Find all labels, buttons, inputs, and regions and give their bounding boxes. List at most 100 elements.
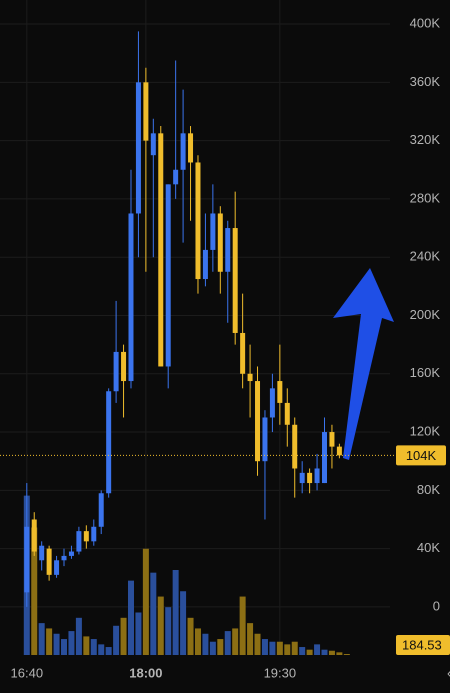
candle-body [262, 417, 268, 462]
volume-bar [75, 617, 82, 655]
last-price-label: 104K [406, 448, 437, 463]
trend-arrow [333, 268, 394, 460]
volume-bar [269, 641, 276, 655]
volume-bar [187, 617, 194, 655]
volume-bar [291, 641, 298, 655]
volume-bar [306, 649, 313, 655]
volume-bar [135, 612, 142, 655]
y-tick-label: 400K [410, 15, 441, 30]
candle-body [83, 531, 89, 542]
candle-body [121, 351, 127, 382]
candle-body [232, 228, 238, 333]
candle-body [180, 133, 186, 170]
volume-bar [261, 639, 268, 655]
candle-body [247, 373, 253, 382]
candle-body [202, 249, 208, 280]
volume-bar [105, 647, 112, 655]
candle-body [113, 351, 119, 392]
candle-body [336, 446, 342, 456]
scroll-icon[interactable]: ‹ [447, 665, 450, 680]
candle-body [277, 381, 283, 403]
candle-body [195, 162, 201, 280]
axes: 400K 360K 320K 280K 240K 200K 160K 120K 80K 40K 0 1… [0, 15, 450, 680]
x-tick-label: 16:40 [11, 665, 44, 680]
candle-body [31, 519, 37, 552]
volume-bar [38, 623, 45, 655]
candle-body [165, 184, 171, 367]
candle-body [158, 133, 164, 367]
volume-bar [217, 639, 224, 655]
candle-body [61, 555, 67, 561]
volume-bar [336, 652, 343, 655]
volume-bar [209, 641, 216, 655]
y-tick-label: 120K [410, 423, 441, 438]
candle-body [98, 493, 104, 527]
candle-body [135, 82, 141, 214]
candle-body [76, 531, 82, 552]
candle-body [54, 560, 60, 575]
candle-body [225, 228, 231, 272]
candle-body [188, 133, 194, 163]
candle-body [292, 424, 298, 469]
volume-bar [142, 548, 149, 655]
y-tick-label: 40K [417, 540, 440, 555]
volume-bar [314, 644, 321, 655]
last-price-pill [396, 445, 446, 466]
volume-bar [127, 580, 134, 655]
x-tick-label: 18:00 [129, 665, 162, 680]
volume-bar [328, 650, 335, 655]
candle-body [91, 526, 97, 542]
volume-bar [46, 628, 53, 655]
volume-bar [61, 639, 68, 655]
volume-bar [239, 596, 246, 655]
candle-body [314, 468, 320, 484]
volume-bar [321, 649, 328, 655]
candle-body [240, 332, 246, 374]
volume-bar [276, 641, 283, 655]
volume-bar [90, 639, 97, 655]
y-tick-label: 160K [410, 365, 441, 380]
volume-bar [150, 572, 157, 655]
volume-bar [299, 647, 306, 655]
y-tick-label: 80K [417, 482, 440, 497]
volume-bar [165, 607, 172, 655]
volume-bar [343, 654, 350, 655]
candle-body [68, 551, 74, 556]
y-tick-label: 320K [410, 132, 441, 147]
candle-body [299, 472, 305, 484]
volume-bar [68, 631, 75, 655]
candle-body [255, 381, 261, 462]
volume-bars [23, 495, 350, 655]
candle-body [307, 472, 313, 484]
candle-body [284, 402, 290, 425]
candle-body [217, 213, 223, 272]
y-tick-label: 200K [410, 307, 441, 322]
volume-bar [254, 633, 261, 655]
last-volume-pill [396, 635, 450, 655]
volume-bar [224, 631, 231, 655]
volume-bar [53, 633, 60, 655]
candle-body [128, 213, 134, 382]
volume-bar [83, 636, 90, 655]
volume-bar [194, 628, 201, 655]
volume-bar [232, 628, 239, 655]
candle-body [24, 526, 30, 593]
candle-body [322, 432, 328, 484]
candle-body [39, 545, 45, 561]
y-tick-label: 280K [410, 190, 441, 205]
volume-bar [120, 617, 127, 655]
candle-body [143, 82, 149, 141]
candles [24, 31, 350, 607]
candle-body [329, 432, 335, 447]
volume-bar [113, 625, 120, 655]
volume-bar [247, 623, 254, 655]
candle-body [210, 213, 216, 250]
candle-body [106, 391, 112, 494]
x-tick-label: 19:30 [264, 665, 297, 680]
y-tick-label: 360K [410, 74, 441, 89]
candle-body [46, 548, 52, 575]
candle-body [269, 388, 275, 418]
candle-body [173, 169, 179, 185]
volume-bar [31, 527, 38, 655]
